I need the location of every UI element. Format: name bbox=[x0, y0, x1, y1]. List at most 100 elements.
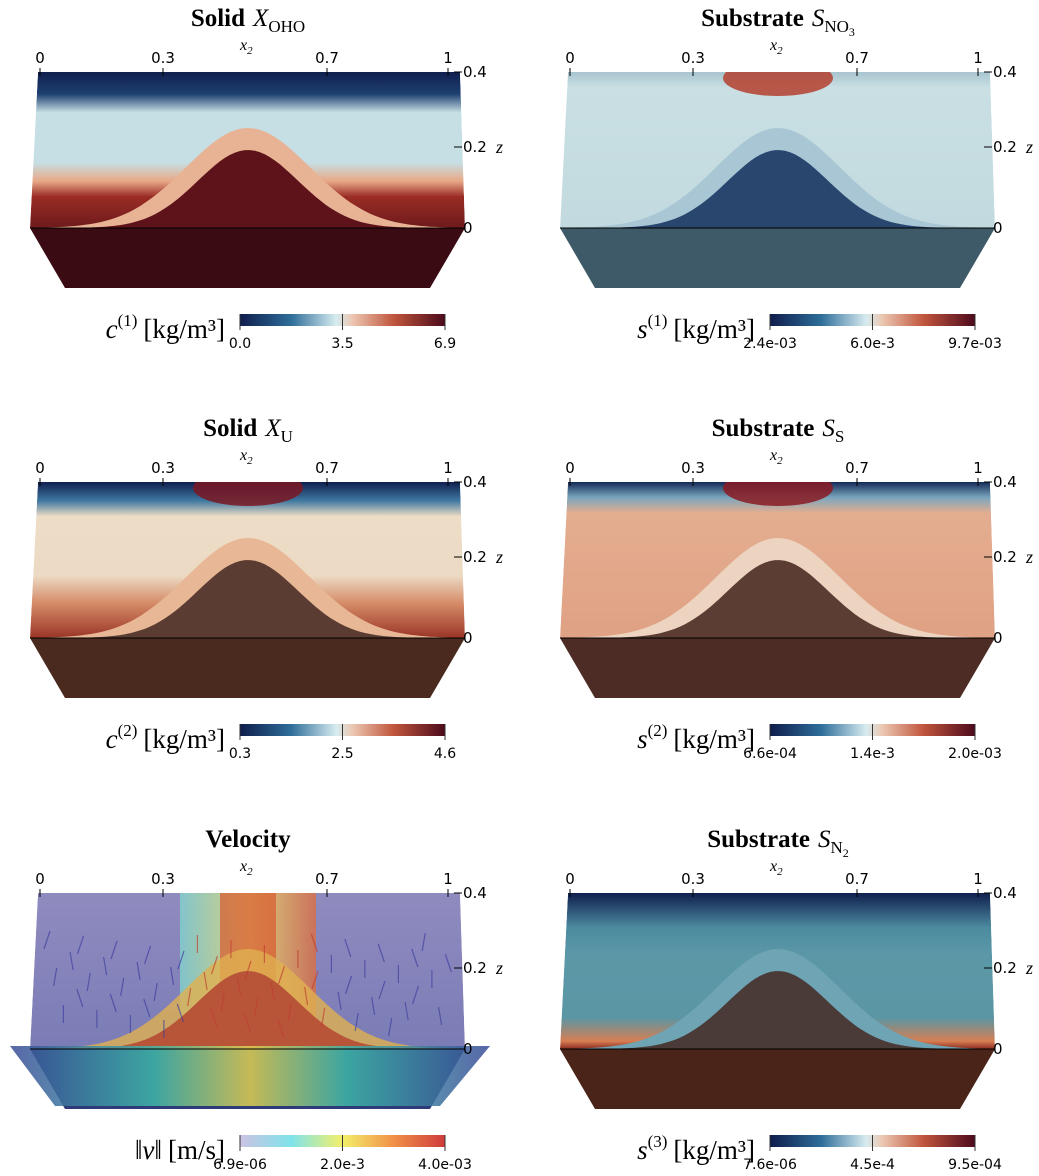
x-tick-label: 0.3 bbox=[151, 49, 175, 67]
x-tick-label: 0.7 bbox=[315, 49, 339, 67]
colorbar-tick-label: 2.0e-3 bbox=[320, 1157, 365, 1173]
title-subscript: U bbox=[281, 427, 293, 446]
x-label: x bbox=[769, 37, 777, 54]
x-label: x bbox=[239, 37, 247, 54]
field-bottom bbox=[560, 638, 995, 698]
colorbar-label: ‖v‖[m/s] bbox=[135, 1135, 225, 1165]
z-tick-label: 0.4 bbox=[463, 63, 487, 81]
field bbox=[560, 60, 995, 228]
title-label: Velocity bbox=[205, 826, 291, 853]
z-tick-label: 0 bbox=[463, 1040, 473, 1058]
title-subscript-sub: 3 bbox=[849, 25, 855, 39]
x-tick-label: 1 bbox=[443, 459, 453, 477]
z-tick-label: 0.2 bbox=[463, 959, 487, 977]
colorbar-superscript: (3) bbox=[648, 1132, 668, 1151]
field-hotspot bbox=[723, 470, 833, 506]
z-tick-label: 0.2 bbox=[463, 548, 487, 566]
colorbar-tick-label: 3.5 bbox=[331, 336, 353, 352]
x-tick-label: 0.7 bbox=[845, 870, 869, 888]
colorbar-label: s(2)[kg/m³] bbox=[637, 721, 755, 754]
z-tick-label: 0.4 bbox=[993, 473, 1017, 491]
z-tick-label: 0 bbox=[463, 629, 473, 647]
colorbar-superscript: (1) bbox=[118, 311, 138, 330]
colorbar-tick-label: 6.9e-06 bbox=[213, 1157, 267, 1173]
colorbar-quantity: c bbox=[106, 314, 118, 344]
z-tick-label: 0.4 bbox=[993, 63, 1017, 81]
colorbar-tick-label: 6.6e-04 bbox=[743, 746, 797, 762]
x-tick-label: 1 bbox=[973, 870, 983, 888]
velocity-bottom bbox=[10, 1046, 490, 1106]
z-tick-label: 0.2 bbox=[993, 959, 1017, 977]
colorbar-tick-label: 2.0e-03 bbox=[948, 746, 1002, 762]
title-label: Substrate bbox=[707, 826, 810, 853]
z-tick-label: 0 bbox=[993, 629, 1003, 647]
field-hotspot bbox=[193, 470, 303, 506]
panel-title: SolidXOHO bbox=[191, 5, 305, 36]
colorbar-tick-label: 1.4e-3 bbox=[850, 746, 895, 762]
colorbar-unit: [kg/m³] bbox=[143, 314, 225, 344]
colorbar-superscript: (1) bbox=[648, 311, 668, 330]
x-tick-label: 1 bbox=[973, 459, 983, 477]
z-tick-label: 0.4 bbox=[463, 473, 487, 491]
x-tick-label: 0 bbox=[565, 459, 575, 477]
colorbar-label: c(2)[kg/m³] bbox=[106, 721, 225, 754]
colorbar-label: s(3)[kg/m³] bbox=[637, 1132, 755, 1165]
field-bottom bbox=[560, 228, 995, 288]
x-tick-label: 1 bbox=[443, 49, 453, 67]
z-axis-label: z bbox=[495, 547, 503, 567]
title-subscript: NO bbox=[824, 17, 849, 36]
z-tick-label: 0 bbox=[993, 219, 1003, 237]
colorbar-quantity: s bbox=[637, 724, 648, 754]
field-bottom bbox=[560, 1049, 995, 1109]
x-label: x bbox=[239, 858, 247, 875]
title-subscript: N bbox=[831, 838, 843, 857]
title-symbol: S bbox=[822, 415, 835, 442]
x-label-sub: 2 bbox=[777, 455, 783, 467]
title-label: Solid bbox=[203, 415, 257, 442]
title-label: Solid bbox=[191, 5, 245, 32]
panel-title: SolidXU bbox=[203, 415, 293, 446]
field-hotspot bbox=[723, 60, 833, 96]
z-axis-label: z bbox=[495, 137, 503, 157]
colorbar-tick-label: 6.9 bbox=[434, 336, 456, 352]
colorbar-tick-label: 2.4e-03 bbox=[743, 336, 797, 352]
colorbar-tick-label: 0.3 bbox=[229, 746, 251, 762]
field bbox=[30, 72, 465, 228]
colorbar-label: s(1)[kg/m³] bbox=[637, 311, 755, 344]
z-tick-label: 0 bbox=[463, 219, 473, 237]
colorbar-quantity: c bbox=[106, 724, 118, 754]
field bbox=[30, 893, 465, 1049]
colorbar-tick-label: 4.6 bbox=[434, 746, 456, 762]
x-tick-label: 0 bbox=[35, 49, 45, 67]
x-axis-label: x2 bbox=[769, 858, 783, 878]
x-label-sub: 2 bbox=[247, 866, 253, 878]
title-label: Substrate bbox=[712, 415, 815, 442]
x-tick-label: 0.3 bbox=[681, 49, 705, 67]
x-label-sub: 2 bbox=[247, 45, 253, 57]
colorbar-tick-label: 4.5e-4 bbox=[850, 1157, 895, 1173]
field bbox=[560, 470, 995, 638]
x-tick-label: 1 bbox=[973, 49, 983, 67]
x-tick-label: 1 bbox=[443, 870, 453, 888]
colorbar-tick-label: 6.0e-3 bbox=[850, 336, 895, 352]
z-tick-label: 0.4 bbox=[993, 884, 1017, 902]
x-axis-label: x2 bbox=[769, 37, 783, 57]
z-tick-label: 0.2 bbox=[993, 138, 1017, 156]
x-tick-label: 0.7 bbox=[315, 459, 339, 477]
x-axis-label: x2 bbox=[239, 858, 253, 878]
panel: SolidXOHOx200.30.710.40.20zc(1)[kg/m³]0.… bbox=[30, 5, 503, 352]
colorbar-tick-label: 9.7e-03 bbox=[948, 336, 1002, 352]
x-label: x bbox=[239, 447, 247, 464]
colorbar-label: c(1) [kg/m³] bbox=[106, 311, 225, 344]
x-label-sub: 2 bbox=[777, 45, 783, 57]
colorbar-tick-label: 0.0 bbox=[229, 336, 251, 352]
field-bottom bbox=[30, 228, 465, 288]
title-label: Substrate bbox=[701, 5, 804, 32]
field bbox=[30, 470, 465, 638]
colorbar-superscript: (2) bbox=[118, 721, 138, 740]
colorbar-quantity: s bbox=[637, 1135, 648, 1165]
colorbar-tick-label: 9.5e-04 bbox=[948, 1157, 1002, 1173]
